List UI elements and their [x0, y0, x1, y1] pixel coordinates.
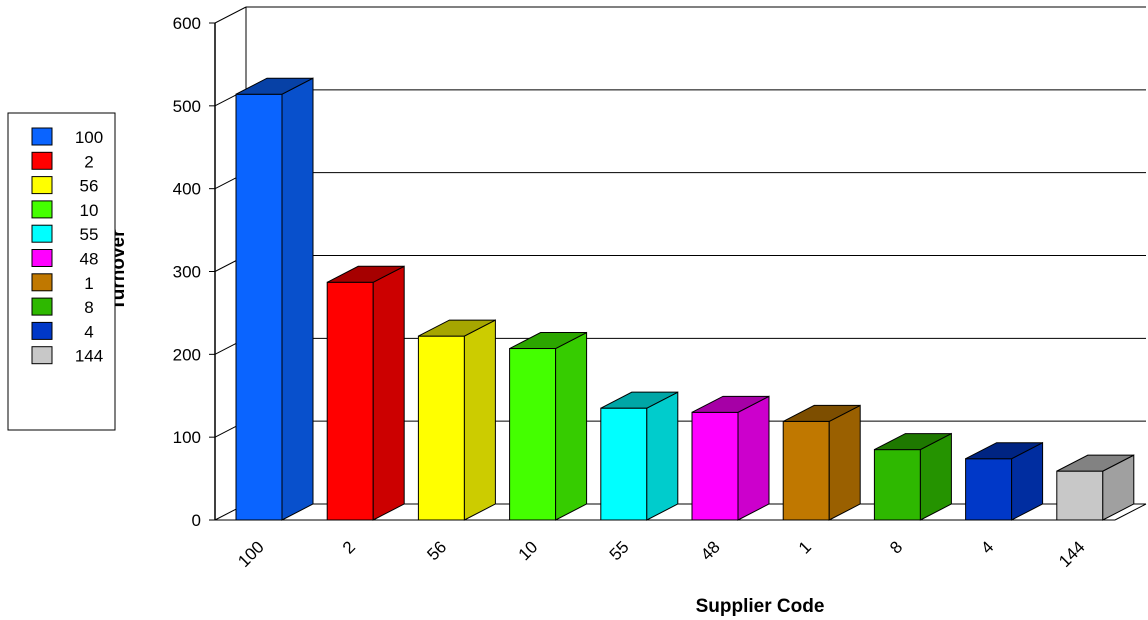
bar: [235, 77, 314, 521]
legend-label: 56: [80, 177, 99, 196]
legend-label: 8: [84, 298, 93, 317]
y-tick-label: 300: [173, 263, 201, 282]
legend-label: 100: [75, 128, 103, 147]
x-tick-label: 55: [606, 537, 633, 564]
x-tick-label: 4: [977, 537, 997, 557]
x-axis-ticks: 100 2 56 10 55 48 1 8 4 144: [234, 537, 1088, 570]
legend-swatch: [31, 321, 53, 340]
legend: 100 2 56 10 55 48 1 8 4 144: [7, 112, 116, 431]
y-tick-label: 200: [173, 345, 201, 364]
bar: [873, 432, 952, 521]
legend-item: 10: [31, 200, 99, 220]
y-tick-label: 100: [173, 428, 201, 447]
x-tick-label: 144: [1055, 537, 1088, 570]
x-tick-label: 8: [886, 537, 906, 557]
legend-item: 4: [31, 321, 94, 341]
bar: [417, 319, 496, 521]
legend-label: 2: [84, 152, 93, 171]
bar: [1056, 454, 1135, 521]
legend-label: 1: [84, 274, 93, 293]
y-axis-ticks: 0 100 200 300 400 500 600: [173, 14, 215, 530]
x-tick-label: 48: [697, 537, 724, 564]
legend-label: 10: [80, 201, 99, 220]
bar: [600, 391, 679, 521]
x-tick-label: 2: [339, 537, 359, 557]
legend-item: 55: [31, 224, 99, 244]
legend-label: 4: [84, 322, 93, 341]
y-tick-label: 0: [192, 511, 201, 530]
y-tick-label: 500: [173, 97, 201, 116]
grid-depth-line: [214, 6, 247, 24]
x-tick-label: 10: [515, 537, 542, 564]
legend-item: 144: [31, 346, 103, 366]
legend-swatch: [31, 200, 53, 219]
legend-label: 144: [75, 347, 103, 366]
bar: [691, 395, 770, 521]
legend-item: 1: [31, 273, 94, 293]
x-tick-label: 56: [423, 537, 450, 564]
bar: [326, 265, 405, 521]
floor-right-edge: [1114, 503, 1147, 521]
legend-swatch: [31, 297, 53, 316]
legend-swatch: [31, 127, 53, 146]
legend-swatch: [31, 249, 53, 267]
legend-swatch: [31, 151, 53, 170]
bars: [235, 77, 1135, 521]
legend-item: 48: [31, 249, 99, 269]
legend-swatch: [31, 224, 53, 243]
legend-box: [7, 112, 116, 431]
y-tick-label: 600: [173, 14, 201, 33]
legend-item: 56: [31, 176, 99, 196]
x-tick-label: 100: [234, 537, 267, 570]
legend-item: 2: [31, 151, 94, 171]
legend-label: 48: [80, 250, 99, 269]
bar: [509, 331, 588, 521]
bar: [782, 404, 861, 521]
legend-item: 100: [31, 127, 103, 147]
x-tick-label: 1: [795, 537, 815, 557]
legend-swatch: [31, 176, 53, 195]
legend-label: 55: [80, 225, 99, 244]
legend-swatch: [31, 273, 53, 292]
legend-item: 8: [31, 297, 94, 317]
bar: [965, 441, 1044, 521]
legend-swatch: [31, 346, 53, 365]
x-axis-title: Supplier Code: [696, 596, 825, 617]
y-tick-label: 400: [173, 180, 201, 199]
